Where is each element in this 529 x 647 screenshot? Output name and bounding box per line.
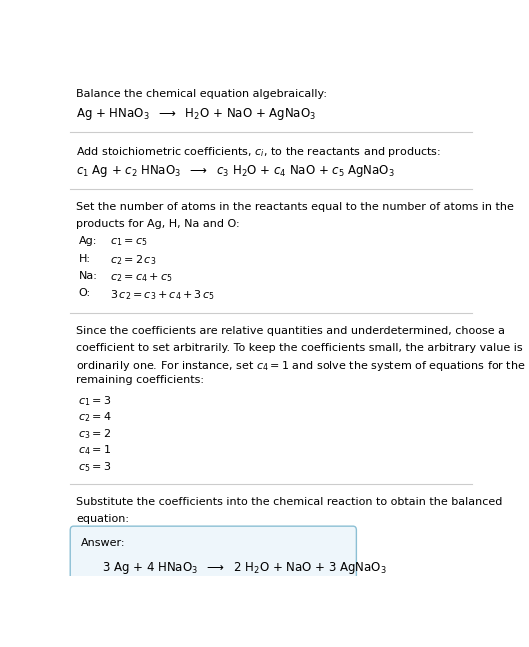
Text: Since the coefficients are relative quantities and underdetermined, choose a: Since the coefficients are relative quan… — [76, 326, 505, 336]
Text: Set the number of atoms in the reactants equal to the number of atoms in the: Set the number of atoms in the reactants… — [76, 202, 514, 212]
Text: $c_5 = 3$: $c_5 = 3$ — [78, 460, 112, 474]
Text: equation:: equation: — [76, 514, 130, 523]
Text: ordinarily one. For instance, set $c_4 = 1$ and solve the system of equations fo: ordinarily one. For instance, set $c_4 =… — [76, 359, 526, 373]
Text: $c_1 = 3$: $c_1 = 3$ — [78, 394, 112, 408]
Text: Balance the chemical equation algebraically:: Balance the chemical equation algebraica… — [76, 89, 327, 98]
Text: Ag:: Ag: — [78, 236, 97, 247]
Text: $c_2 = 4$: $c_2 = 4$ — [78, 411, 112, 424]
Text: Ag + HNaO$_3$  $\longrightarrow$  H$_2$O + NaO + AgNaO$_3$: Ag + HNaO$_3$ $\longrightarrow$ H$_2$O +… — [76, 106, 316, 122]
Text: Add stoichiometric coefficients, $c_i$, to the reactants and products:: Add stoichiometric coefficients, $c_i$, … — [76, 146, 441, 159]
FancyBboxPatch shape — [70, 526, 357, 598]
Text: O:: O: — [78, 288, 90, 298]
Text: Substitute the coefficients into the chemical reaction to obtain the balanced: Substitute the coefficients into the che… — [76, 498, 503, 507]
Text: H:: H: — [78, 254, 90, 263]
Text: products for Ag, H, Na and O:: products for Ag, H, Na and O: — [76, 219, 240, 228]
Text: $3\,c_2 = c_3 + c_4 + 3\,c_5$: $3\,c_2 = c_3 + c_4 + 3\,c_5$ — [110, 288, 215, 302]
Text: $c_2 = 2\,c_3$: $c_2 = 2\,c_3$ — [110, 254, 156, 267]
Text: Na:: Na: — [78, 271, 97, 281]
Text: $c_1 = c_5$: $c_1 = c_5$ — [110, 236, 148, 248]
Text: 3 Ag + 4 HNaO$_3$  $\longrightarrow$  2 H$_2$O + NaO + 3 AgNaO$_3$: 3 Ag + 4 HNaO$_3$ $\longrightarrow$ 2 H$… — [102, 560, 387, 576]
Text: $c_3 = 2$: $c_3 = 2$ — [78, 427, 112, 441]
Text: $c_4 = 1$: $c_4 = 1$ — [78, 443, 112, 457]
Text: Answer:: Answer: — [81, 538, 125, 547]
Text: remaining coefficients:: remaining coefficients: — [76, 375, 204, 386]
Text: $c_2 = c_4 + c_5$: $c_2 = c_4 + c_5$ — [110, 271, 172, 283]
Text: coefficient to set arbitrarily. To keep the coefficients small, the arbitrary va: coefficient to set arbitrarily. To keep … — [76, 342, 523, 353]
Text: $c_1$ Ag + $c_2$ HNaO$_3$  $\longrightarrow$  $c_3$ H$_2$O + $c_4$ NaO + $c_5$ A: $c_1$ Ag + $c_2$ HNaO$_3$ $\longrightarr… — [76, 162, 395, 179]
